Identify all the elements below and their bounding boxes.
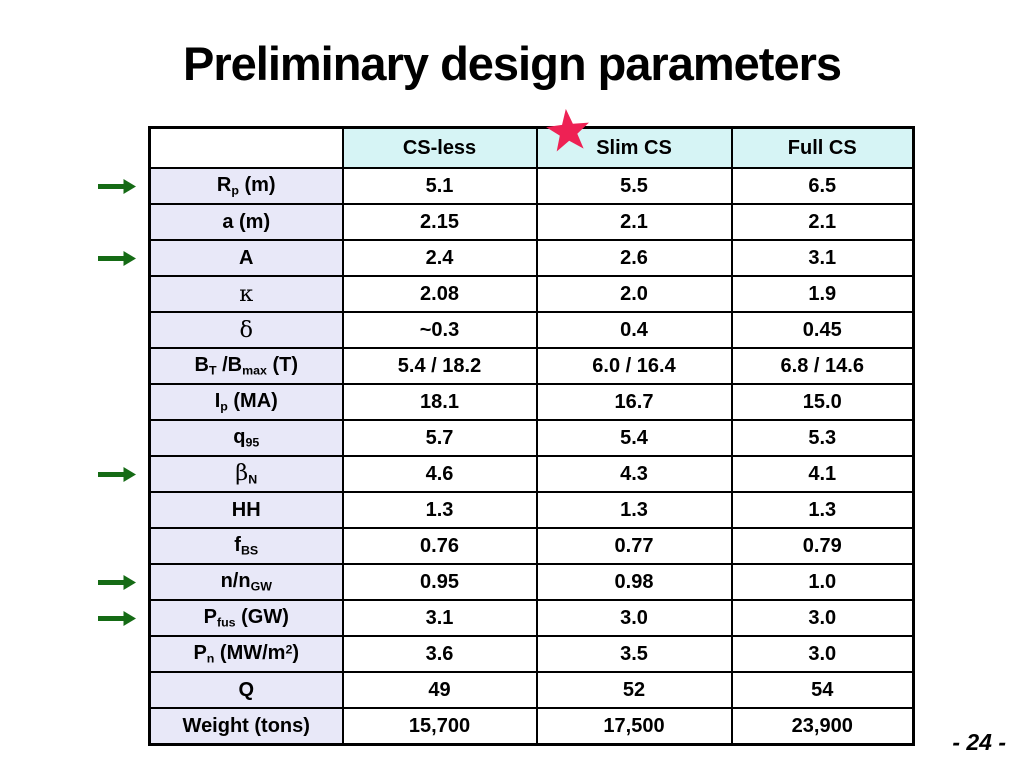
- cell-value: 3.1: [730, 239, 915, 277]
- row-label: δ: [148, 311, 344, 349]
- cell-value: 6.0 / 16.4: [535, 347, 733, 385]
- table-row: HH 1.3 1.3 1.3: [148, 491, 915, 529]
- cell-value: 4.6: [341, 455, 538, 493]
- cell-value: 16.7: [535, 383, 733, 421]
- table-row: A 2.4 2.6 3.1: [148, 239, 915, 277]
- row-label: κ: [148, 275, 344, 313]
- cell-value: 0.79: [730, 527, 915, 565]
- cell-value: 0.4: [535, 311, 733, 349]
- parameters-table: CS-less Slim CS Full CS Rp (m) 5.1 5.5 6.5 a (…: [148, 126, 915, 746]
- cell-value: ~0.3: [341, 311, 538, 349]
- cell-value: 3.0: [730, 599, 915, 637]
- row-label: Ip (MA): [148, 383, 344, 421]
- cell-value: 2.6: [535, 239, 733, 277]
- cell-value: 3.6: [341, 635, 538, 673]
- cell-value: 2.15: [341, 203, 538, 241]
- cell-value: 2.4: [341, 239, 538, 277]
- green-arrow-icon: [98, 466, 136, 483]
- table-row: a (m) 2.15 2.1 2.1: [148, 203, 915, 241]
- cell-value: 6.5: [730, 167, 915, 205]
- page-title: Preliminary design parameters: [182, 37, 842, 90]
- row-label: Pfus (GW): [148, 599, 344, 637]
- table-row: κ 2.08 2.0 1.9: [148, 275, 915, 313]
- cell-value: 2.0: [535, 275, 733, 313]
- greek-symbol: δ: [239, 316, 253, 343]
- cell-value: 1.3: [535, 491, 733, 529]
- row-label: Rp (m): [148, 167, 344, 205]
- cell-value: 4.3: [535, 455, 733, 493]
- table-row: Pfus (GW) 3.1 3.0 3.0: [148, 599, 915, 637]
- table-row: Q 49 52 54: [148, 671, 915, 709]
- cell-value: 1.9: [730, 275, 915, 313]
- cell-value: 52: [535, 671, 733, 709]
- cell-value: 49: [341, 671, 538, 709]
- column-header-blank: [148, 126, 344, 169]
- cell-value: 2.1: [535, 203, 733, 241]
- header-row: CS-less Slim CS Full CS: [148, 126, 915, 169]
- row-label: HH: [148, 491, 344, 529]
- cell-value: 23,900: [730, 707, 915, 746]
- green-arrow-icon: [98, 610, 136, 627]
- cell-value: 0.77: [535, 527, 733, 565]
- red-star-icon: [546, 108, 589, 152]
- cell-value: 5.7: [341, 419, 538, 457]
- cell-value: 3.0: [535, 599, 733, 637]
- table-row: δ ~0.3 0.4 0.45: [148, 311, 915, 349]
- cell-value: 5.3: [730, 419, 915, 457]
- green-arrow-icon: [98, 250, 136, 267]
- row-label: a (m): [148, 203, 344, 241]
- cell-value: 3.1: [341, 599, 538, 637]
- cell-value: 1.3: [730, 491, 915, 529]
- cell-value: 1.3: [341, 491, 538, 529]
- greek-symbol: κ: [239, 280, 254, 307]
- cell-value: 0.45: [730, 311, 915, 349]
- cell-value: 0.95: [341, 563, 538, 601]
- cell-value: 5.4 / 18.2: [341, 347, 538, 385]
- table-row: fBS 0.76 0.77 0.79: [148, 527, 915, 565]
- column-header-cs-less: CS-less: [341, 126, 538, 169]
- column-header-full-cs: Full CS: [730, 126, 915, 169]
- cell-value: 0.76: [341, 527, 538, 565]
- row-label: A: [148, 239, 344, 277]
- green-arrow-icon: [98, 574, 136, 591]
- row-label: βN: [148, 455, 344, 493]
- table-header: CS-less Slim CS Full CS: [148, 126, 915, 169]
- row-label: q95: [148, 419, 344, 457]
- table-row: Pn (MW/m2) 3.6 3.5 3.0: [148, 635, 915, 673]
- row-label: Weight (tons): [148, 707, 344, 746]
- cell-value: 18.1: [341, 383, 538, 421]
- cell-value: 15.0: [730, 383, 915, 421]
- cell-value: 0.98: [535, 563, 733, 601]
- table-row: BT /Bmax (T) 5.4 / 18.2 6.0 / 16.4 6.8 / 14…: [148, 347, 915, 385]
- table-row: n/nGW 0.95 0.98 1.0: [148, 563, 915, 601]
- row-label: n/nGW: [148, 563, 344, 601]
- cell-value: 5.1: [341, 167, 538, 205]
- table-row: Ip (MA) 18.1 16.7 15.0: [148, 383, 915, 421]
- cell-value: 2.08: [341, 275, 538, 313]
- page-number: - 24 -: [952, 729, 1006, 755]
- cell-value: 5.5: [535, 167, 733, 205]
- table-row: Weight (tons) 15,700 17,500 23,900: [148, 707, 915, 746]
- cell-value: 17,500: [535, 707, 733, 746]
- row-label: BT /Bmax (T): [148, 347, 344, 385]
- table-row: Rp (m) 5.1 5.5 6.5: [148, 167, 915, 205]
- parameters-table-wrap: CS-less Slim CS Full CS Rp (m) 5.1 5.5 6.5 a (…: [148, 108, 915, 746]
- cell-value: 2.1: [730, 203, 915, 241]
- cell-value: 5.4: [535, 419, 733, 457]
- cell-value: 3.0: [730, 635, 915, 673]
- row-label: Q: [148, 671, 344, 709]
- table-row: q95 5.7 5.4 5.3: [148, 419, 915, 457]
- cell-value: 6.8 / 14.6: [730, 347, 915, 385]
- table-row: βN 4.6 4.3 4.1: [148, 455, 915, 493]
- cell-value: 3.5: [535, 635, 733, 673]
- row-label: Pn (MW/m2): [148, 635, 344, 673]
- cell-value: 54: [730, 671, 915, 709]
- green-arrow-icon: [98, 178, 136, 195]
- cell-value: 4.1: [730, 455, 915, 493]
- row-label: fBS: [148, 527, 344, 565]
- cell-value: 15,700: [341, 707, 538, 746]
- cell-value: 1.0: [730, 563, 915, 601]
- greek-symbol: β: [235, 459, 249, 486]
